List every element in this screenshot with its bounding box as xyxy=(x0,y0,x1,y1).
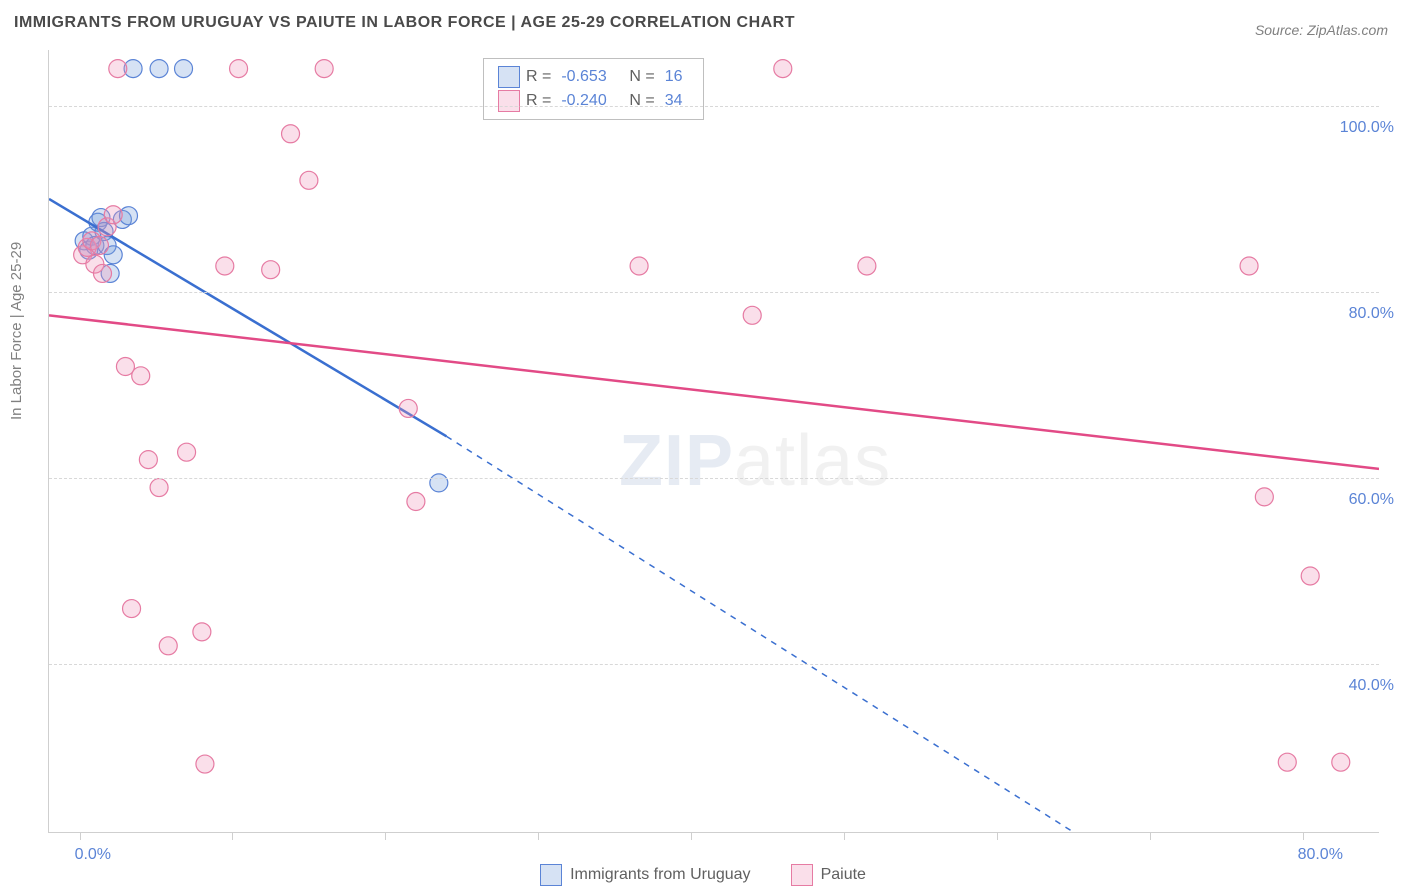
data-point xyxy=(139,451,157,469)
legend-r-value: -0.240 xyxy=(561,92,623,110)
data-point xyxy=(262,261,280,279)
gridline-h xyxy=(49,478,1379,479)
legend-swatch xyxy=(540,864,562,886)
data-point xyxy=(407,493,425,511)
data-point xyxy=(193,623,211,641)
y-tick-label: 40.0% xyxy=(1349,677,1394,695)
data-point xyxy=(230,60,248,78)
data-point xyxy=(1301,567,1319,585)
data-point xyxy=(300,171,318,189)
legend-series: Immigrants from Uruguay Paiute xyxy=(0,864,1406,886)
legend-row: R = -0.240 N = 34 xyxy=(498,89,689,113)
x-tick xyxy=(80,832,81,840)
data-point xyxy=(282,125,300,143)
legend-series-item: Paiute xyxy=(791,864,866,886)
data-point xyxy=(774,60,792,78)
legend-series-label: Paiute xyxy=(821,866,866,884)
data-point xyxy=(104,206,122,224)
x-tick xyxy=(538,832,539,840)
data-point xyxy=(178,443,196,461)
data-point xyxy=(90,237,108,255)
legend-swatch xyxy=(498,66,520,88)
data-point xyxy=(123,600,141,618)
data-point xyxy=(399,399,417,417)
legend-n-value: 34 xyxy=(665,92,689,110)
y-axis-label: In Labor Force | Age 25-29 xyxy=(8,242,25,420)
data-point xyxy=(216,257,234,275)
x-tick xyxy=(232,832,233,840)
data-point xyxy=(1240,257,1258,275)
data-point xyxy=(858,257,876,275)
x-tick xyxy=(997,832,998,840)
x-tick xyxy=(691,832,692,840)
data-point xyxy=(175,60,193,78)
x-tick xyxy=(1150,832,1151,840)
data-point xyxy=(315,60,333,78)
y-tick-label: 80.0% xyxy=(1349,305,1394,323)
legend-n-label: N = xyxy=(629,92,654,110)
data-point xyxy=(150,479,168,497)
gridline-h xyxy=(49,292,1379,293)
data-point xyxy=(743,306,761,324)
legend-r-label: R = xyxy=(526,92,551,110)
x-tick-label: 80.0% xyxy=(1298,846,1343,864)
data-point xyxy=(430,474,448,492)
legend-row: R = -0.653 N = 16 xyxy=(498,65,689,89)
trend-line xyxy=(49,315,1379,469)
data-point xyxy=(159,637,177,655)
data-point xyxy=(1278,753,1296,771)
x-tick xyxy=(385,832,386,840)
legend-swatch xyxy=(498,90,520,112)
legend-series-item: Immigrants from Uruguay xyxy=(540,864,751,886)
data-point xyxy=(94,264,112,282)
gridline-h xyxy=(49,106,1379,107)
legend-swatch xyxy=(791,864,813,886)
chart-title: IMMIGRANTS FROM URUGUAY VS PAIUTE IN LAB… xyxy=(14,14,795,32)
source-attribution: Source: ZipAtlas.com xyxy=(1255,22,1388,38)
legend-n-label: N = xyxy=(629,68,654,86)
legend-r-value: -0.653 xyxy=(561,68,623,86)
plot-area: ZIPatlas R =-0.653N =16R =-0.240N =34 xyxy=(48,50,1379,833)
x-tick xyxy=(844,832,845,840)
data-point xyxy=(196,755,214,773)
legend-correlation: R = -0.653 N = 16 R = -0.240 N = 34 xyxy=(483,58,704,120)
x-tick-label: 0.0% xyxy=(75,846,111,864)
legend-n-value: 16 xyxy=(665,68,689,86)
legend-series-label: Immigrants from Uruguay xyxy=(570,866,751,884)
data-point xyxy=(630,257,648,275)
y-tick-label: 100.0% xyxy=(1340,119,1394,137)
data-point xyxy=(150,60,168,78)
x-tick xyxy=(1303,832,1304,840)
data-point xyxy=(1255,488,1273,506)
trend-line-extrapolated xyxy=(446,436,1073,832)
data-point xyxy=(109,60,127,78)
chart-svg xyxy=(49,50,1379,832)
legend-r-label: R = xyxy=(526,68,551,86)
gridline-h xyxy=(49,664,1379,665)
y-tick-label: 60.0% xyxy=(1349,491,1394,509)
data-point xyxy=(1332,753,1350,771)
data-point xyxy=(132,367,150,385)
